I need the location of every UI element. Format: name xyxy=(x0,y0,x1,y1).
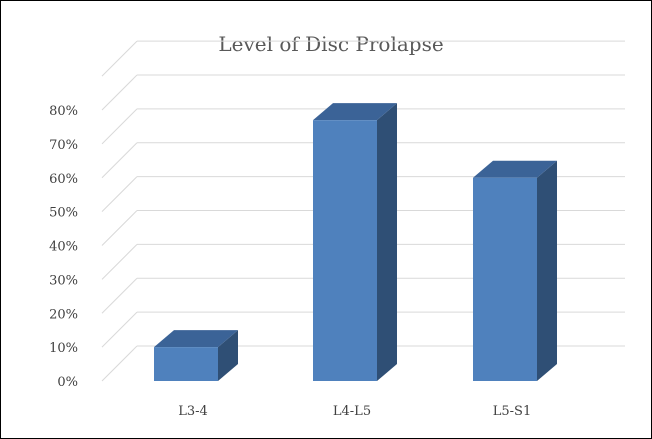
bar-L4-L5 xyxy=(313,103,397,381)
y-tick-label: 60% xyxy=(49,172,78,187)
bars xyxy=(154,103,557,381)
bar-side-face xyxy=(377,103,397,381)
y-axis-ticks: 0% 10% 20% 30% 40% 50% 60% 70% 80% xyxy=(49,104,78,390)
x-category-label: L4-L5 xyxy=(333,404,371,419)
y-tick-label: 80% xyxy=(49,104,78,119)
bar-top-face xyxy=(313,103,397,121)
bar-side-face xyxy=(218,330,238,381)
bar-front-face xyxy=(473,177,537,381)
gridline-side xyxy=(101,142,138,179)
gridline-side xyxy=(101,277,138,314)
bar-top-face xyxy=(473,160,557,178)
chart-title: Level of Disc Prolapse xyxy=(218,32,443,56)
gridline-side xyxy=(101,345,138,382)
x-axis-categories: L3-4 L4-L5 L5-S1 xyxy=(178,404,531,419)
gridline-side xyxy=(101,311,138,348)
bar-side-face xyxy=(537,160,557,381)
x-category-label: L3-4 xyxy=(178,404,208,419)
gridline-side xyxy=(101,176,138,212)
y-tick-label: 40% xyxy=(49,240,78,255)
y-tick-label: 20% xyxy=(49,307,78,322)
y-tick-label: 10% xyxy=(49,341,78,356)
gridline-side xyxy=(101,244,138,280)
y-tick-label: 70% xyxy=(49,138,78,153)
gridline-side xyxy=(101,40,138,77)
bar-L5-S1 xyxy=(473,160,557,381)
gridline-side xyxy=(101,74,138,111)
bar-L3-4 xyxy=(154,330,238,381)
y-tick-label: 50% xyxy=(49,206,78,221)
gridline-side xyxy=(101,210,138,246)
y-tick-label: 0% xyxy=(57,375,78,390)
gridline-side xyxy=(101,108,138,145)
bar-top-face xyxy=(154,330,238,348)
y-tick-label: 30% xyxy=(49,273,78,288)
bar-front-face xyxy=(313,120,377,381)
x-category-label: L5-S1 xyxy=(493,404,531,419)
bar-front-face xyxy=(154,347,218,381)
